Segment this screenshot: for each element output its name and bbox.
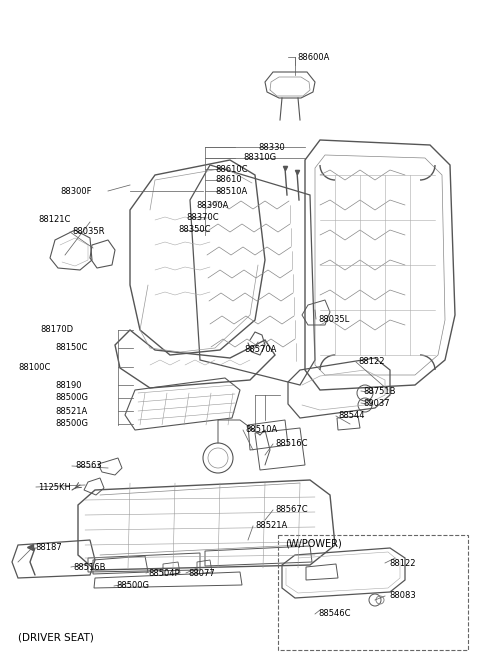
Text: 88500G: 88500G	[116, 581, 149, 591]
Text: (W/POWER): (W/POWER)	[285, 539, 342, 549]
Text: 88510A: 88510A	[245, 426, 277, 434]
Text: 88570A: 88570A	[244, 344, 276, 353]
Text: 88510A: 88510A	[215, 187, 247, 196]
Text: 88521A: 88521A	[55, 407, 87, 415]
Text: 88187: 88187	[35, 543, 62, 551]
Text: 89037: 89037	[363, 399, 390, 407]
Text: 88122: 88122	[389, 558, 416, 568]
Text: 88190: 88190	[55, 380, 82, 390]
Text: 88350C: 88350C	[178, 225, 211, 235]
Text: 88390A: 88390A	[196, 200, 228, 210]
Text: 88600A: 88600A	[297, 53, 329, 62]
Text: (DRIVER SEAT): (DRIVER SEAT)	[18, 633, 94, 643]
Text: 88121C: 88121C	[38, 215, 71, 225]
Text: 88563: 88563	[75, 461, 102, 470]
Text: 88150C: 88150C	[55, 344, 87, 353]
Text: 88083: 88083	[389, 591, 416, 600]
Text: 88330: 88330	[258, 143, 285, 152]
Text: 88546C: 88546C	[318, 610, 350, 618]
Text: 88170D: 88170D	[40, 325, 73, 334]
Text: 88610C: 88610C	[215, 164, 248, 173]
Text: 88521A: 88521A	[255, 522, 287, 530]
Text: 88100C: 88100C	[18, 363, 50, 371]
Text: 88500G: 88500G	[55, 420, 88, 428]
Text: 88035R: 88035R	[72, 227, 105, 237]
Text: 88370C: 88370C	[186, 212, 218, 221]
Text: 88544: 88544	[338, 411, 364, 420]
Text: 88310G: 88310G	[243, 154, 276, 162]
Text: 88610: 88610	[215, 175, 241, 185]
Text: 88122: 88122	[358, 357, 384, 367]
Text: 88516C: 88516C	[275, 440, 308, 449]
Text: 88035L: 88035L	[318, 315, 349, 323]
Text: 88567C: 88567C	[275, 505, 308, 514]
Text: 88500G: 88500G	[55, 394, 88, 403]
Text: 88300F: 88300F	[60, 187, 92, 196]
Text: 88077: 88077	[188, 568, 215, 578]
Text: 88516B: 88516B	[73, 562, 106, 572]
Text: 1125KH: 1125KH	[38, 482, 71, 491]
Text: 88504P: 88504P	[148, 568, 180, 578]
Text: 88751B: 88751B	[363, 386, 396, 396]
